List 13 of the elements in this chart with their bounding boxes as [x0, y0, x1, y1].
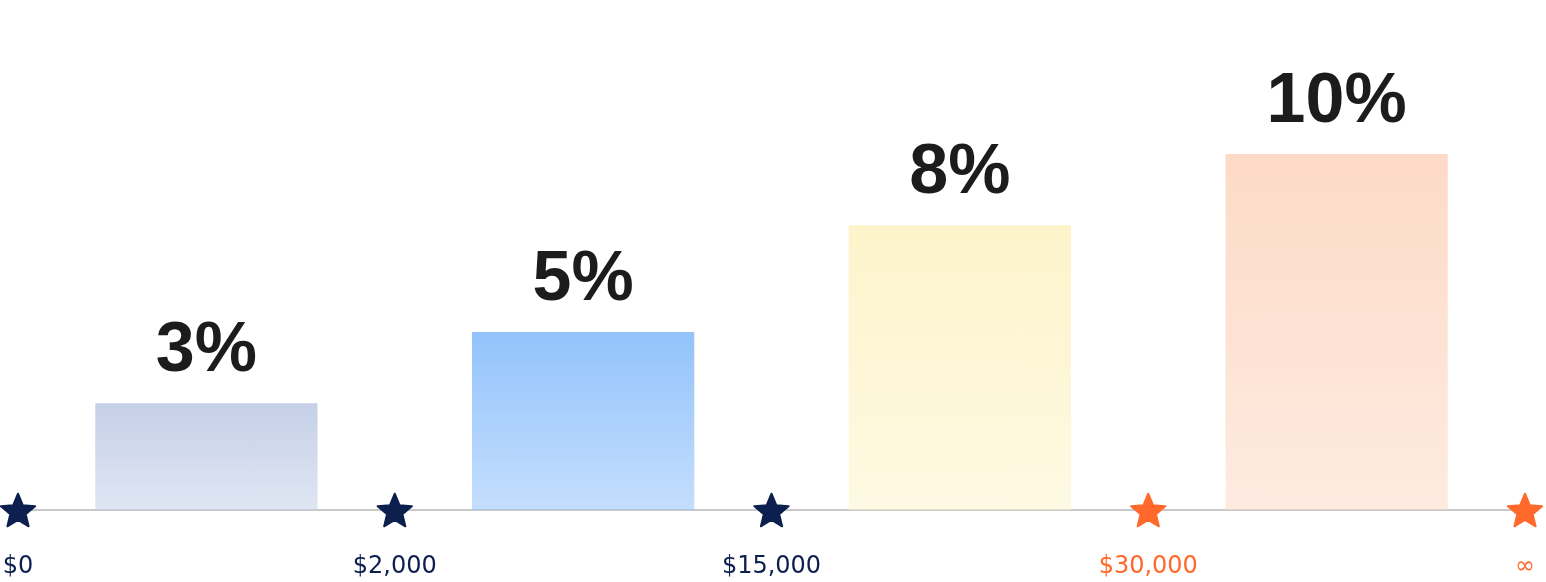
bar: [1225, 154, 1448, 510]
x-tick-label: $2,000: [352, 550, 437, 579]
x-tick-label: ∞: [1515, 550, 1535, 579]
bar: [848, 225, 1072, 510]
data-label: 3%: [155, 308, 257, 387]
x-tick-label: $15,000: [721, 550, 822, 579]
data-label: 5%: [532, 237, 634, 315]
data-label: 8%: [909, 130, 1011, 209]
x-tick-label: $0: [2, 550, 34, 579]
bar: [471, 332, 695, 510]
data-label: 10%: [1266, 59, 1407, 137]
bar: [95, 403, 318, 510]
x-tick-label: $30,000: [1098, 550, 1198, 579]
